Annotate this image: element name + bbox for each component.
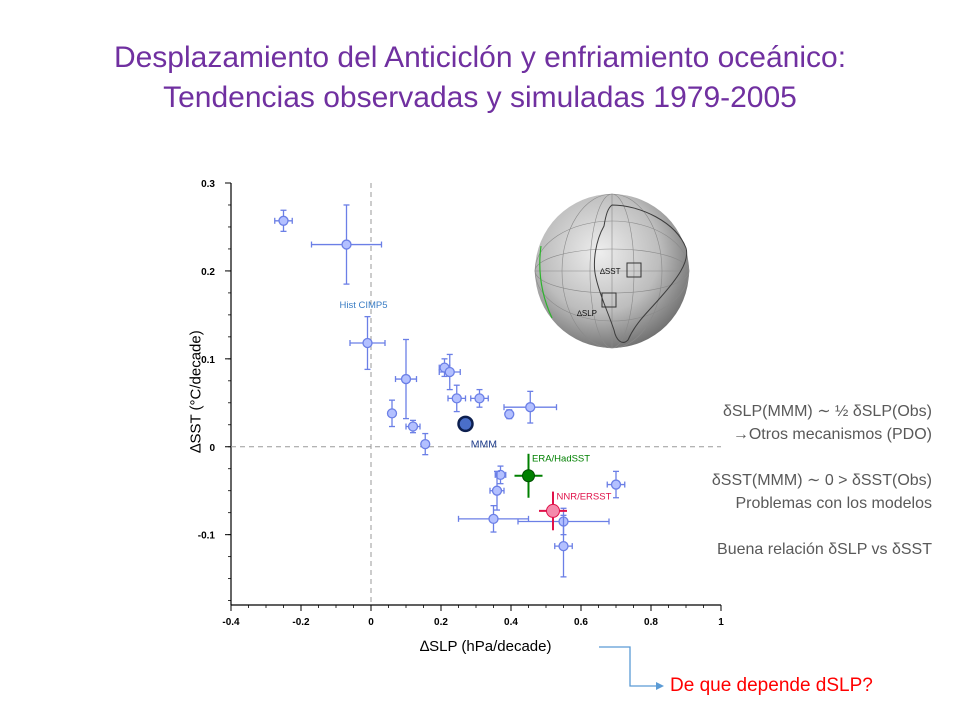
x-tick-label: 0.8 — [644, 617, 658, 628]
model-point — [341, 239, 352, 250]
series-label-era-hadsst: ERA/HadSST — [532, 454, 590, 465]
x-tick-label: 0.4 — [504, 617, 518, 628]
slide-title: Desplazamiento del Anticiclón y enfriami… — [0, 38, 960, 118]
series-labels: Hist CIMP5 MMM ERA/HadSST NNR/ERSST — [340, 300, 612, 503]
globe-label-sst: ∆SST — [600, 267, 621, 276]
series-label-hist-cimp5: Hist CIMP5 — [340, 300, 388, 311]
series-label-nnr-ersst: NNR/ERSST — [557, 492, 612, 503]
reference-lines — [231, 183, 721, 605]
y-tick-label: -0.1 — [198, 531, 216, 542]
model-point — [420, 438, 431, 450]
model-point — [451, 393, 462, 404]
globe-label-slp: ∆SLP — [577, 309, 597, 318]
x-axis-label: ∆SLP (hPa/decade) — [420, 638, 552, 655]
x-tick-label: 0.2 — [434, 617, 448, 628]
x-tick-label: 0 — [368, 617, 374, 628]
question-text: De que depende dSLP? — [670, 675, 873, 696]
note-line-5: Buena relación δSLP vs δSST — [717, 541, 932, 558]
model-point — [495, 469, 506, 481]
mmm-point — [457, 415, 474, 433]
model-point — [474, 393, 485, 404]
note-line-2: →Otros mecanismos (PDO) — [732, 426, 932, 443]
sst-region-box — [626, 262, 642, 278]
note-line-3: δSST(MMM) ∼ 0 > δSST(Obs) — [711, 472, 932, 489]
slp-region-box — [601, 292, 617, 308]
x-tick-label: 1 — [718, 617, 724, 628]
model-point — [504, 409, 515, 420]
y-tick-label: 0.3 — [201, 179, 215, 190]
conclusions-text: δSLP(MMM) ∼ ½ δSLP(Obs) →Otros mecanismo… — [602, 400, 932, 561]
model-point — [525, 402, 536, 413]
slide-title-line-1: Desplazamiento del Anticiclón y enfriami… — [113, 41, 847, 74]
model-point — [278, 215, 289, 226]
x-tick-label: -0.2 — [292, 617, 310, 628]
series-label-mmm: MMM — [471, 439, 497, 451]
y-axis-label: ∆SST (°C/decade) — [187, 330, 205, 453]
chart-axes: -0.4 -0.2 0 0.2 0.4 0.6 0.8 1 0.3 0.2 0.1 0 -0.1 — [198, 179, 724, 628]
model-point — [444, 366, 455, 378]
continent-outline — [593, 204, 688, 343]
model-point — [610, 479, 622, 490]
y-tick-label: 0.1 — [201, 355, 215, 366]
globe-inset: ∆SST ∆SLP — [534, 193, 690, 349]
data-marks — [274, 204, 626, 578]
note-line-1: δSLP(MMM) ∼ ½ δSLP(Obs) — [722, 403, 932, 420]
x-tick-label: -0.4 — [222, 617, 240, 628]
note-line-4: Problemas con los modelos — [735, 495, 932, 512]
model-point — [400, 373, 412, 385]
y-tick-label: 0.2 — [201, 267, 215, 278]
model-point — [488, 513, 499, 524]
globe-graticule — [534, 193, 690, 349]
model-point — [558, 540, 569, 552]
nnr-point — [546, 503, 560, 518]
y-tick-label: 0 — [209, 443, 215, 454]
coastline-highlight — [539, 245, 553, 319]
model-point — [407, 421, 419, 432]
model-point — [386, 408, 398, 419]
slide-title-line-2: Tendencias observadas y simuladas 1979-2… — [163, 81, 797, 114]
x-tick-label: 0.6 — [574, 617, 588, 628]
era-point — [522, 469, 535, 483]
model-point — [491, 485, 503, 496]
model-point — [362, 337, 373, 349]
